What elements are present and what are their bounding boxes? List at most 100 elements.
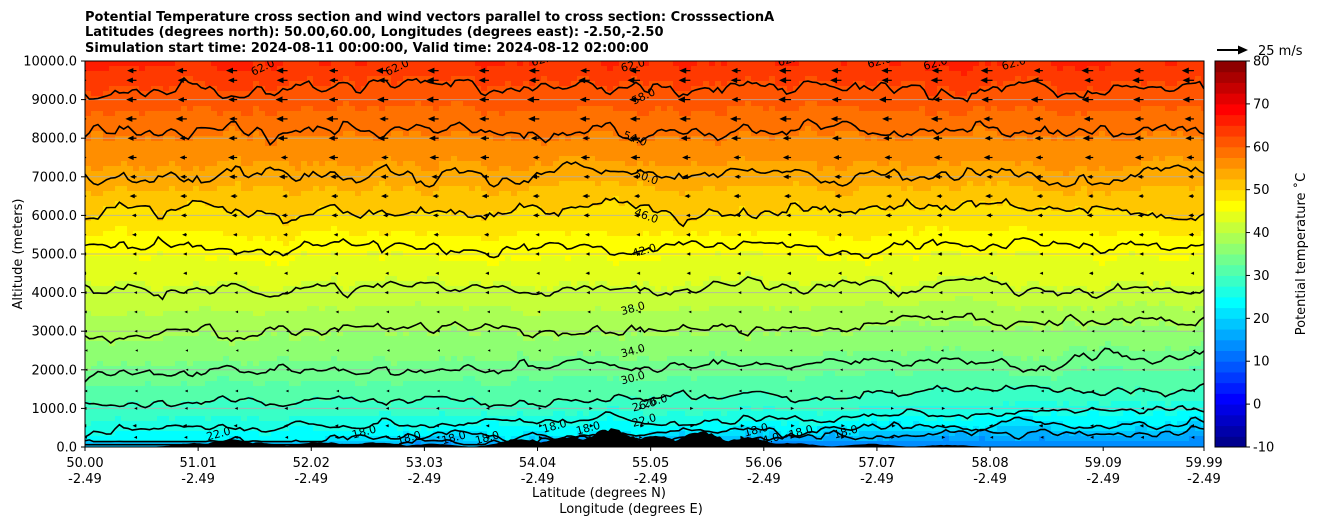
field-cell [595, 106, 602, 132]
field-cell [967, 391, 974, 407]
wind-vector [276, 115, 288, 122]
wind-vector [583, 213, 590, 218]
field-cell [1099, 406, 1106, 417]
wind-vector [585, 252, 590, 256]
field-cell [493, 406, 500, 417]
field-cell [787, 66, 794, 92]
field-cell [1027, 431, 1034, 442]
field-cell [1135, 111, 1142, 137]
field-cell [631, 381, 638, 397]
field-cell [565, 181, 572, 207]
field-cell [949, 116, 956, 137]
field-cell [907, 441, 914, 447]
field-cell [433, 211, 440, 232]
wind-vector [336, 389, 339, 393]
field-cell [1081, 436, 1088, 442]
field-cell [271, 406, 278, 422]
y-tick-label: 10000.0 [23, 55, 77, 70]
field-cell [367, 191, 374, 212]
field-cell [889, 211, 896, 232]
field-cell [97, 61, 104, 72]
field-cell [883, 431, 890, 442]
field-cell [901, 81, 908, 112]
field-cell [865, 161, 872, 187]
field-cell [307, 336, 314, 362]
field-cell [865, 186, 872, 207]
field-cell [457, 286, 464, 307]
field-cell [727, 81, 734, 107]
field-cell [397, 331, 404, 362]
field-cell [487, 386, 494, 407]
field-cell [151, 66, 158, 87]
y-tick-label: 0.0 [56, 441, 77, 456]
field-cell [523, 341, 530, 357]
field-cell [229, 186, 236, 212]
field-cell [529, 111, 536, 137]
field-cell [979, 326, 986, 352]
field-cell [931, 281, 938, 302]
field-cell [1099, 346, 1106, 367]
field-cell [151, 401, 158, 422]
field-cell [961, 406, 968, 422]
field-cell [853, 351, 860, 377]
field-cell [361, 256, 368, 282]
field-cell [949, 136, 956, 167]
wind-vector [85, 349, 88, 352]
wind-vector [131, 213, 137, 218]
field-cell [181, 206, 188, 232]
field-cell [361, 281, 368, 307]
field-cell [355, 306, 362, 332]
field-cell [811, 396, 818, 412]
field-cell [1033, 421, 1040, 427]
field-cell [961, 136, 968, 162]
field-cell [925, 136, 932, 167]
field-cell [415, 256, 422, 282]
field-cell [337, 81, 344, 107]
field-cell [151, 441, 158, 447]
field-cell [289, 166, 296, 197]
field-cell [601, 86, 608, 107]
field-cell [769, 76, 776, 107]
field-cell [655, 261, 662, 292]
wind-vector [1030, 96, 1043, 103]
wind-vector [85, 368, 88, 372]
wind-vector [937, 232, 943, 237]
wind-vector [1141, 368, 1145, 372]
field-cell [331, 381, 338, 397]
field-cell [475, 441, 482, 447]
y-tick-label: 2000.0 [32, 363, 78, 378]
field-cell [1141, 256, 1148, 282]
field-cell [709, 86, 716, 112]
field-cell [541, 61, 548, 77]
field-cell [691, 191, 698, 222]
field-cell [1159, 351, 1166, 372]
field-cell [373, 106, 380, 142]
field-cell [1051, 391, 1058, 402]
field-cell [565, 281, 572, 312]
field-cell [1063, 306, 1070, 322]
field-cell [817, 336, 824, 357]
wind-vector [1040, 291, 1044, 295]
wind-vector [936, 194, 943, 199]
wind-vector [181, 213, 187, 218]
field-cell [571, 181, 578, 207]
wind-vector [882, 116, 892, 122]
field-cell [1009, 421, 1016, 427]
field-cell [547, 311, 554, 337]
contour-label: 62.0 [922, 54, 949, 73]
wind-vector [1141, 349, 1145, 352]
field-cell [97, 441, 104, 447]
field-cell [721, 351, 728, 377]
field-cell [787, 436, 794, 442]
field-cell [835, 376, 842, 402]
field-cell [997, 111, 1004, 137]
wind-vector [739, 329, 742, 333]
field-cell [775, 336, 782, 357]
field-cell [1039, 386, 1046, 402]
field-cell [217, 281, 224, 312]
field-cell [991, 186, 998, 202]
field-cell [397, 61, 404, 82]
field-cell [349, 106, 356, 132]
field-cell [1159, 441, 1166, 447]
field-cell [1027, 326, 1034, 357]
